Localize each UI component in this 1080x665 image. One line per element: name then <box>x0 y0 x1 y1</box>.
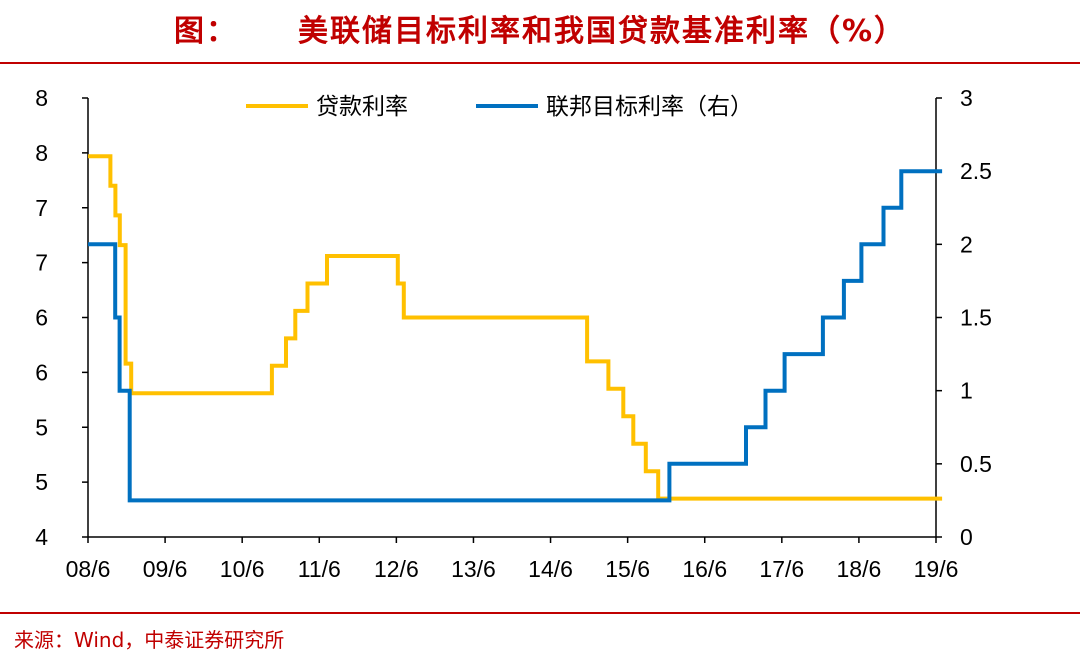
x-tick-label: 14/6 <box>528 556 573 582</box>
chart-svg: 4 5 5 6 6 7 7 8 8 0 0.5 1 1.5 2 2.5 3 08/6 09/6 10/6 11/6 12… <box>35 85 992 582</box>
legend: 贷款利率 联邦目标利率（右） <box>246 93 753 119</box>
legend-label-fed: 联邦目标利率（右） <box>546 93 753 119</box>
x-tick-label: 18/6 <box>837 556 882 582</box>
x-tick-label: 09/6 <box>143 556 188 582</box>
legend-label-loan: 贷款利率 <box>316 93 408 119</box>
title-prefix: 图： <box>173 14 238 49</box>
left-tick-label: 7 <box>35 250 48 276</box>
bottom-rule <box>0 612 1080 614</box>
top-rule <box>0 62 1080 64</box>
x-tick-label: 11/6 <box>298 556 341 582</box>
x-tick-label: 12/6 <box>374 556 419 582</box>
right-tick-label: 1.5 <box>960 305 992 331</box>
x-tick-label: 10/6 <box>220 556 265 582</box>
x-tick-label: 13/6 <box>451 556 496 582</box>
left-tick-label: 4 <box>35 524 48 550</box>
axes-layer: 4 5 5 6 6 7 7 8 8 0 0.5 1 1.5 2 2.5 3 08/6 09/6 10/6 11/6 12… <box>35 85 992 582</box>
right-tick-label: 0 <box>960 524 973 550</box>
right-tick-label: 3 <box>960 85 973 111</box>
series-layer <box>88 154 943 503</box>
left-tick-label: 8 <box>35 85 48 111</box>
left-tick-label: 7 <box>35 195 48 221</box>
x-tick-label: 15/6 <box>605 556 650 582</box>
fed-rate-line <box>88 169 943 503</box>
left-tick-label: 5 <box>35 414 48 440</box>
right-tick-label: 2.5 <box>960 158 992 184</box>
title-text: 美联储目标利率和我国贷款基准利率（%） <box>297 14 907 49</box>
left-tick-label: 6 <box>35 359 48 385</box>
left-tick-label: 8 <box>35 140 48 166</box>
x-tick-label: 19/6 <box>914 556 959 582</box>
loan-rate-line <box>88 154 943 501</box>
left-tick-label: 6 <box>35 305 48 331</box>
right-tick-label: 2 <box>960 231 973 257</box>
right-tick-label: 0.5 <box>960 451 992 477</box>
source-note: 来源：Wind，中泰证券研究所 <box>14 628 285 652</box>
chart-title: 图： 美联储目标利率和我国贷款基准利率（%） <box>0 0 1080 56</box>
right-tick-label: 1 <box>960 378 973 404</box>
left-tick-label: 5 <box>35 469 48 495</box>
x-tick-label: 17/6 <box>759 556 804 582</box>
x-tick-label: 08/6 <box>66 556 111 582</box>
x-tick-label: 16/6 <box>682 556 727 582</box>
